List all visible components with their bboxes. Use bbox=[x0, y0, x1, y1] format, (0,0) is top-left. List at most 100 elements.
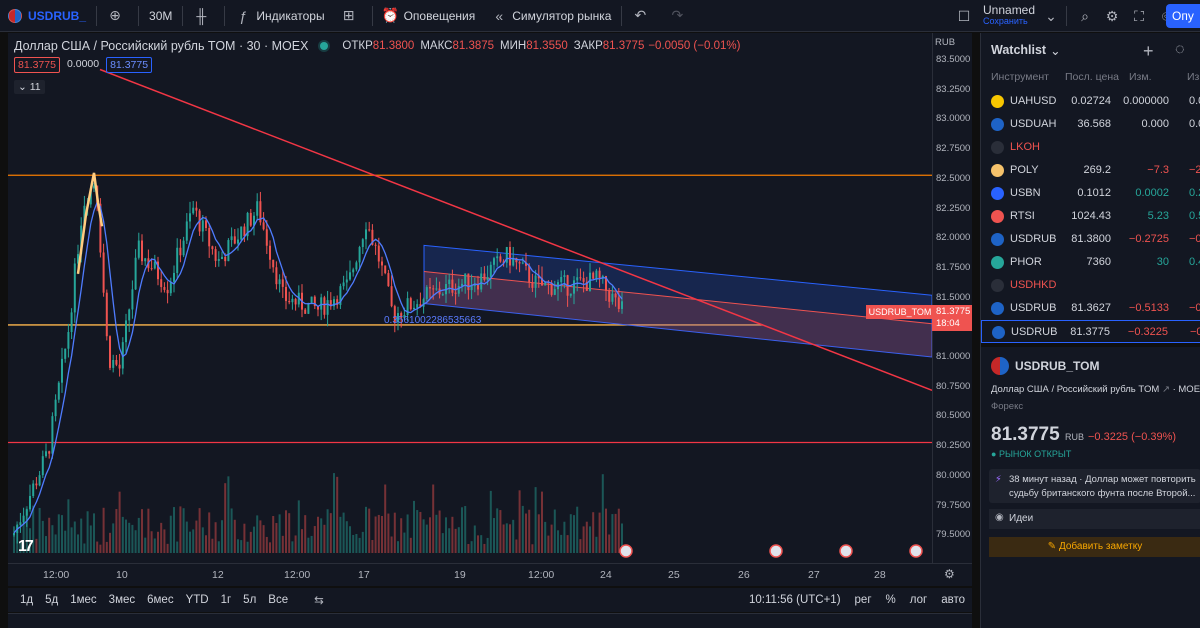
log-scale-toggle[interactable]: лог bbox=[909, 594, 928, 606]
candle-body bbox=[51, 416, 54, 454]
symbol-search-button[interactable]: USDRUB_ bbox=[0, 0, 94, 32]
candle-body bbox=[336, 299, 339, 305]
watchlist-row[interactable]: USDRUB 81.3800 −0.2725 −0.3 bbox=[981, 228, 1200, 251]
chevron-down-icon[interactable]: ⌄ bbox=[1045, 7, 1057, 24]
range-button[interactable]: YTD bbox=[185, 594, 209, 606]
volume-bar bbox=[259, 520, 262, 553]
market-status: ● РЫНОК ОТКРЫТ bbox=[991, 449, 1072, 459]
col-last[interactable]: Посл. цена bbox=[1065, 71, 1119, 83]
alerts-button[interactable]: ⏰ Оповещения bbox=[375, 0, 484, 32]
time-axis-label: 17 bbox=[358, 569, 370, 581]
range-button[interactable]: 1мес bbox=[70, 594, 97, 606]
candle-body bbox=[137, 240, 140, 258]
candle-body bbox=[368, 229, 371, 231]
range-button[interactable]: 5л bbox=[243, 594, 257, 606]
col-symbol[interactable]: Инструмент bbox=[991, 71, 1049, 83]
candle-body bbox=[403, 314, 406, 318]
watchlist-row[interactable]: RTSI 1024.43 5.23 0.5 bbox=[981, 205, 1200, 228]
candle-body bbox=[454, 292, 457, 294]
external-link-icon[interactable]: ↗ bbox=[1161, 384, 1170, 395]
candle-body bbox=[349, 272, 351, 280]
volume-bar bbox=[217, 541, 220, 553]
watchlist-title[interactable]: Watchlist bbox=[991, 43, 1047, 57]
search-icon[interactable]: ⌕ bbox=[1081, 7, 1089, 24]
col-change[interactable]: Изм. bbox=[1129, 71, 1152, 83]
add-symbol-icon[interactable]: + bbox=[1143, 41, 1154, 61]
watchlist-row[interactable]: UAHUSD 0.02724 0.000000 0.0 bbox=[981, 90, 1200, 113]
watchlist-section[interactable]: LKOH bbox=[981, 136, 1200, 159]
watchlist-row[interactable]: USDRUB 81.3775 −0.3225 −0.3 bbox=[981, 320, 1200, 343]
replay-button[interactable]: « Симулятор рынка bbox=[483, 0, 619, 32]
price-axis-label: 81.0000 bbox=[936, 351, 971, 362]
candle-body bbox=[93, 185, 95, 189]
ideas-section[interactable]: ◉ Идеи bbox=[989, 509, 1200, 529]
layout-square-icon[interactable]: ☐ bbox=[957, 7, 971, 24]
chevron-down-icon[interactable]: ⌄ bbox=[1050, 43, 1061, 58]
candle-body bbox=[512, 258, 515, 266]
range-button[interactable]: 1д bbox=[20, 594, 34, 606]
range-button[interactable]: 6мес bbox=[147, 594, 174, 606]
volume-bar bbox=[525, 513, 527, 553]
publish-button[interactable]: Опу bbox=[1166, 4, 1200, 28]
fullscreen-icon[interactable]: ⛶ bbox=[1134, 7, 1144, 24]
go-to-date-icon[interactable]: ⇆ bbox=[314, 595, 324, 607]
clock-timezone[interactable]: 10:11:56 (UTC+1) bbox=[749, 594, 841, 606]
compare-button[interactable]: ⊕ bbox=[99, 0, 136, 32]
interval-button[interactable]: 30M bbox=[149, 8, 173, 23]
range-button[interactable]: 5д bbox=[45, 594, 59, 606]
symbol-logo-icon bbox=[991, 256, 1004, 269]
session-button[interactable]: рег bbox=[854, 594, 872, 606]
volume-bar bbox=[614, 513, 617, 553]
watchlist-section[interactable]: USDHKD bbox=[981, 274, 1200, 297]
details-symbol[interactable]: USDRUB_TOM bbox=[991, 357, 1099, 375]
sell-price[interactable]: 81.3775 bbox=[14, 57, 60, 73]
volume-bar bbox=[358, 537, 361, 553]
gear-icon[interactable]: ⚙ bbox=[1105, 7, 1119, 24]
auto-scale-toggle[interactable]: авто bbox=[941, 594, 965, 606]
percent-scale-toggle[interactable]: % bbox=[885, 594, 896, 606]
watchlist-row[interactable]: USDUAH 36.568 0.000 0.0 bbox=[981, 113, 1200, 136]
candle-body bbox=[304, 309, 307, 314]
chart-type-button[interactable]: ╫ bbox=[185, 0, 222, 32]
axis-settings-gear-icon[interactable]: ⚙ bbox=[944, 567, 955, 581]
volume-bar bbox=[61, 515, 63, 553]
price-chart[interactable] bbox=[8, 33, 932, 563]
price-axis[interactable]: 83.5000 83.2500 83.0000 82.7500 82.5000 82.25… bbox=[932, 33, 972, 563]
more-options-icon[interactable]: ◌ bbox=[1175, 41, 1185, 58]
redo-button[interactable]: ↷ bbox=[661, 0, 698, 32]
templates-button[interactable]: ⊞ bbox=[333, 0, 370, 32]
indicators-toggle[interactable]: ⌄ 11 bbox=[14, 80, 45, 94]
usd-rub-flag-icon bbox=[8, 8, 22, 23]
range-button[interactable]: 3мес bbox=[108, 594, 136, 606]
buy-price[interactable]: 81.3775 bbox=[106, 57, 153, 73]
tradingview-logo-icon[interactable]: 17 bbox=[18, 538, 34, 555]
news-headline[interactable]: ⚡ 38 минут назад · Доллар может повторит… bbox=[989, 469, 1200, 503]
range-button[interactable]: 1г bbox=[220, 594, 232, 606]
candle-body bbox=[246, 212, 249, 237]
indicators-button[interactable]: ƒ Индикаторы bbox=[227, 0, 332, 32]
axis-currency[interactable]: RUB bbox=[935, 37, 956, 48]
candle-body bbox=[102, 252, 105, 293]
legend-title: Доллар США / Российский рубль TOM · 30 ·… bbox=[14, 39, 309, 53]
watchlist-header[interactable]: Watchlist ⌄ + ◌ bbox=[981, 33, 1200, 67]
time-axis[interactable]: 12:00 10 12 12:00 17 19 12:00 24 25 26 27 28 bbox=[8, 563, 972, 586]
watchlist-row[interactable]: PHOR 7360 30 0.4 bbox=[981, 251, 1200, 274]
details-symbol-label: USDRUB_TOM bbox=[1015, 359, 1100, 373]
candle-body bbox=[441, 294, 444, 296]
undo-button[interactable]: ↶ bbox=[624, 0, 661, 32]
range-button[interactable]: Все bbox=[268, 594, 289, 606]
symbol-logo-icon bbox=[991, 233, 1004, 246]
col-change-pct[interactable]: Изм% bbox=[1187, 71, 1200, 83]
volume-bar bbox=[13, 535, 15, 553]
volume-bar bbox=[464, 506, 467, 553]
watchlist-row[interactable]: USBN 0.1012 0.0002 0.2 bbox=[981, 182, 1200, 205]
candle-body bbox=[179, 247, 182, 256]
layout-name[interactable]: Unnamed Сохранить bbox=[983, 4, 1035, 27]
chart-pane[interactable]: Доллар США / Российский рубль TOM · 30 ·… bbox=[8, 33, 972, 586]
candle-body bbox=[489, 264, 492, 278]
add-note-button[interactable]: ✎ Добавить заметку bbox=[989, 537, 1200, 557]
watchlist-row[interactable]: USDRUB 81.3627 −0.5133 −0.6 bbox=[981, 297, 1200, 320]
watchlist-row[interactable]: POLY 269.2 −7.3 −2.6 bbox=[981, 159, 1200, 182]
volume-bar bbox=[339, 516, 342, 553]
candle-body bbox=[528, 265, 531, 283]
